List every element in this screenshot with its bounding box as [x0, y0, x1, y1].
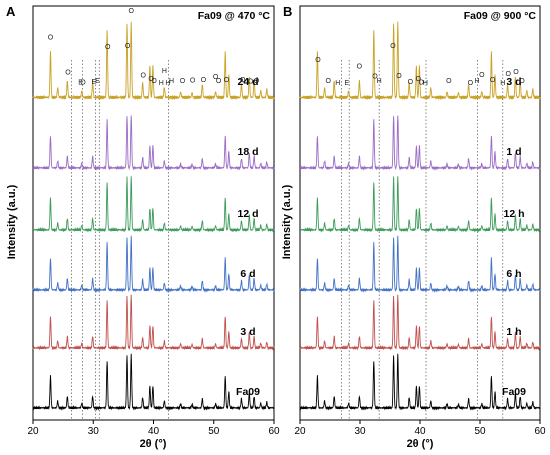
panel-a-phase-mark-o: O: [254, 78, 260, 85]
panel-b-phase-mark-h: H: [423, 80, 428, 87]
panel-b-phase-mark-o: O: [505, 71, 511, 78]
panel-b-x-tick-label: 60: [534, 426, 546, 437]
panel-a-series-label: 24 d: [237, 76, 258, 88]
panel-a-x-ticks: 20 30 40 50 60: [27, 420, 280, 437]
panel-b-series-6-h: [299, 235, 541, 293]
panel-b-series-label: 3 d: [506, 76, 521, 88]
panel-a-phase-mark-o: O: [148, 76, 154, 83]
panel-b-phase-mark-h: H: [335, 80, 340, 87]
panel-a-series-24-d: [32, 21, 275, 101]
panel-a-x-tick-label: 20: [27, 426, 39, 437]
panel-b-series-1-h: [299, 294, 541, 351]
panel-a-phase-mark-o: O: [48, 35, 54, 42]
panel-a-series-18-d: [32, 115, 275, 171]
panel-b-phase-mark-e: E: [344, 80, 349, 87]
panel-b-phase-mark-o: O: [408, 79, 414, 86]
panel-a-phase-mark-o: O: [65, 70, 71, 77]
panel-a-phase-mark-o: O: [80, 79, 86, 86]
panel-a-phase-mark-h: H: [169, 78, 174, 85]
panel-a-series-label: 3 d: [240, 326, 255, 338]
panel-a-phase-mark-o: O: [128, 8, 134, 15]
panel-b-series-Fa09: [299, 353, 541, 411]
panel-a-series-label: 18 d: [237, 146, 258, 158]
panel-a-phase-mark-o: O: [105, 44, 111, 51]
panel-b-phase-mark-o: O: [372, 74, 378, 81]
panel-b-title: Fa09 @ 900 °C: [464, 10, 537, 22]
panel-a-x-tick-label: 30: [88, 426, 100, 437]
panel-a-series-label: Fa09: [236, 386, 260, 398]
panel-a-x-tick-label: 40: [148, 426, 160, 437]
panel-a-phase-mark-o: O: [151, 78, 157, 85]
panel-b-series-12-h: [299, 176, 541, 233]
panel-b-phase-mark-o: O: [396, 73, 402, 80]
panel-b-x-tick-label: 40: [414, 426, 426, 437]
panel-a-phase-mark-o: O: [180, 78, 186, 85]
panel-b-phase-mark-o: O: [315, 57, 321, 64]
panel-b-x-ticks: 20 30 40 50 60: [294, 420, 546, 437]
panel-b-phase-mark-o: O: [490, 77, 496, 84]
panel-a-phase-mark-o: O: [213, 74, 219, 81]
panel-a-x-tick-label: 50: [208, 426, 220, 437]
panel-a-xlabel: 2θ (°): [140, 438, 167, 450]
panel-a-ylabel: Intensity (a.u.): [6, 184, 18, 259]
panel-b-phase-mark-o: O: [357, 63, 363, 70]
panel-b-phase-mark-h: H: [377, 78, 382, 85]
panel-b-phase-mark-o: O: [418, 80, 424, 87]
panel-a-phase-mark-h: H: [159, 80, 164, 87]
panel-a-series-3-d: [32, 294, 275, 351]
panel-b-series-label: 1 d: [506, 146, 521, 158]
panel-b-letter: B: [283, 4, 292, 19]
panel-a-series-12-d: [32, 176, 275, 233]
panel-b-phase-mark-h: H: [474, 78, 479, 85]
panel-b-series-3-d: [299, 21, 541, 101]
panel-a-letter: A: [6, 4, 16, 19]
panel-b-xlabel: 2θ (°): [407, 438, 434, 450]
panel-b-phase-mark-o: O: [415, 76, 421, 83]
panel-a-x-tick-label: 60: [268, 426, 280, 437]
panel-b-series-label: 12 h: [503, 208, 524, 220]
panel-b-phase-mark-o: O: [513, 69, 519, 76]
panel-a-phase-mark-o: O: [141, 72, 147, 79]
panel-b-ylabel: Intensity (a.u.): [281, 184, 293, 259]
panel-b-phase-mark-o: O: [479, 72, 485, 79]
panel-a-phase-mark-o: O: [190, 77, 196, 84]
panel-b-series-1-d: [299, 115, 541, 171]
panel-a-phase-mark-h: H: [162, 68, 167, 75]
panel-a-phase-mark-h: H: [165, 80, 170, 87]
panel-b-x-tick-label: 30: [354, 426, 366, 437]
panel-a-phase-mark-e: E: [78, 79, 83, 86]
panel-a-phase-mark-o: O: [240, 77, 246, 84]
panel-b-phase-mark-o: O: [468, 80, 474, 87]
panel-a-phase-mark-e: E: [95, 78, 100, 85]
panel-a-series-6-d: [32, 235, 275, 293]
panel-b-series-label: 6 h: [506, 268, 521, 280]
panel-a-phase-mark-o: O: [125, 43, 131, 50]
panel-a-phase-mark-o: O: [224, 77, 230, 84]
panel-b-phase-mark-o: O: [519, 78, 525, 85]
panel-b-series-label: 1 h: [506, 326, 521, 338]
panel-a-title: Fa09 @ 470 °C: [198, 10, 271, 22]
panel-b-phase-mark-o: O: [446, 78, 452, 85]
panel-a-phase-mark-o: O: [201, 77, 207, 84]
panel-a-phase-mark-o: O: [216, 78, 222, 85]
panel-a-series-Fa09: [32, 353, 275, 411]
panel-a-series-label: 6 d: [240, 268, 255, 280]
panel-a: A Intensity (a.u.) Fa09 3 d 6 d 12 d 18 d 24 …: [6, 4, 280, 450]
panel-b-phase-mark-o: O: [390, 43, 396, 50]
panel-b-phase-mark-o: O: [325, 78, 331, 85]
panel-a-series-label: 12 d: [237, 208, 258, 220]
panel-b-x-tick-label: 20: [294, 426, 306, 437]
panel-b-x-tick-label: 50: [474, 426, 486, 437]
panel-b-phase-mark-h: H: [500, 80, 505, 87]
panel-a-phase-mark-e: E: [92, 79, 97, 86]
panel-b-series-label: Fa09: [502, 386, 526, 398]
panel-a-phase-mark-o: O: [248, 78, 254, 85]
